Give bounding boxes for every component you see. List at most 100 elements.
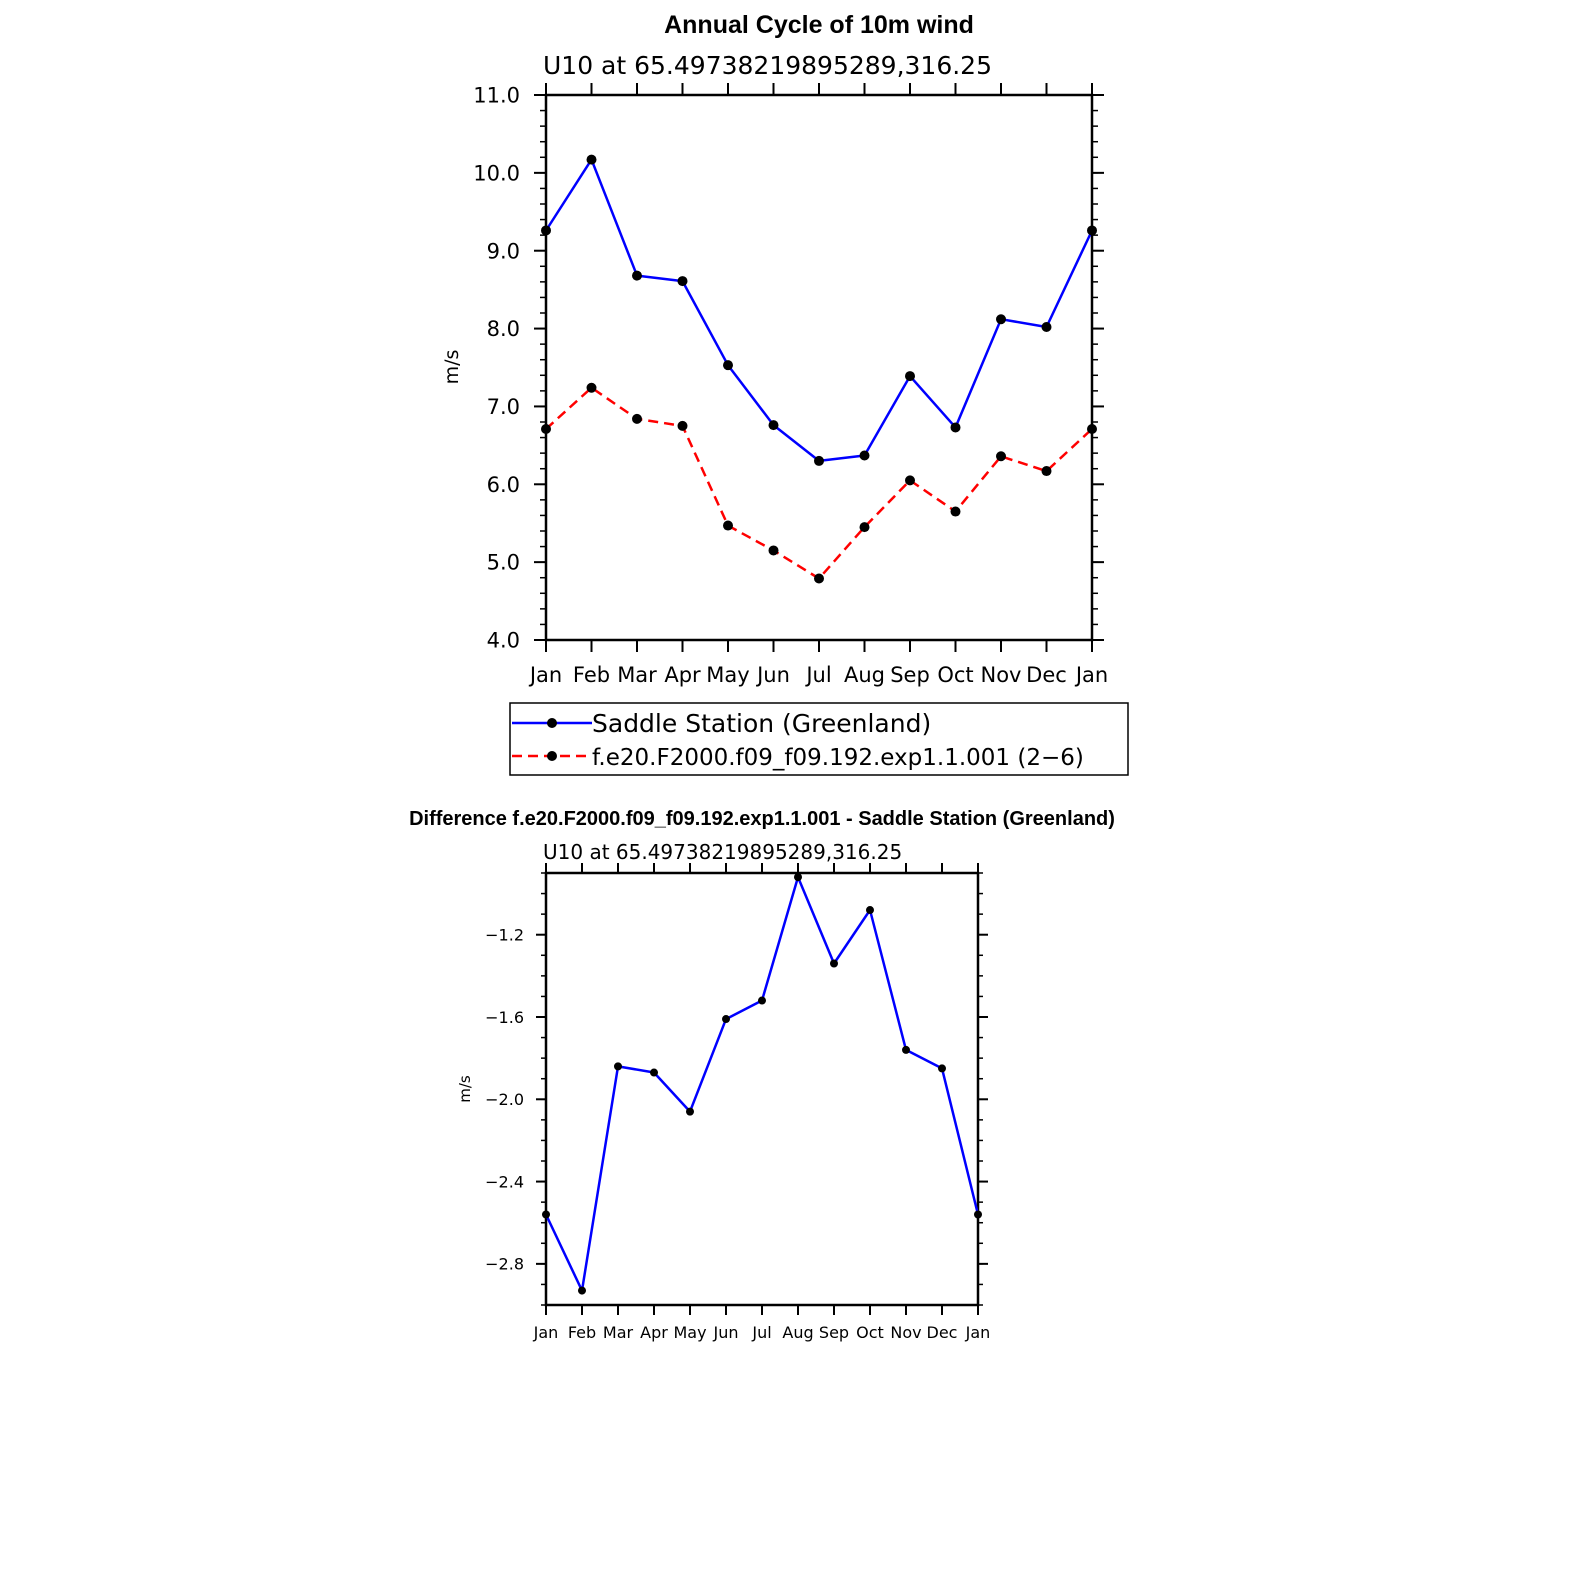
chart-series (541, 154, 1097, 584)
data-point (722, 1015, 730, 1024)
x-tick-label: Feb (573, 663, 610, 687)
data-point (541, 424, 551, 435)
y-tick-label: 7.0 (487, 395, 520, 419)
data-point (768, 420, 779, 431)
x-tick-label: Feb (568, 1323, 596, 1342)
data-point (677, 276, 688, 287)
data-point (723, 520, 733, 531)
chart-series (542, 873, 982, 1295)
legend-marker-saddle (547, 718, 557, 728)
y-tick-label: −1.2 (485, 925, 524, 944)
data-point (586, 154, 597, 165)
y-tick-label: 11.0 (473, 84, 520, 108)
x-tick-label: Jun (755, 663, 790, 687)
data-point (1087, 424, 1097, 435)
data-point (938, 1064, 946, 1073)
chart-title: Annual Cycle of 10m wind (664, 11, 974, 39)
chart-subtitle: U10 at 65.49738219895289,316.25 (543, 840, 902, 864)
data-point (768, 545, 779, 556)
data-point (1087, 225, 1097, 236)
y-axis-label: m/s (441, 350, 463, 385)
x-tick-label: Oct (937, 663, 973, 687)
data-point (614, 1062, 622, 1071)
data-point (859, 450, 870, 461)
x-tick-label: Jan (533, 1323, 559, 1342)
x-tick-label: Mar (603, 1323, 634, 1342)
y-tick-label: 6.0 (487, 473, 520, 497)
data-point (686, 1107, 694, 1116)
x-tick-label: Jan (528, 663, 562, 687)
legend-box (509, 702, 1129, 776)
data-point (814, 455, 824, 466)
series-line-0 (544, 875, 980, 1292)
chart-title: Difference f.e20.F2000.f09_f09.192.exp1.… (409, 808, 1115, 830)
data-point (974, 1210, 982, 1219)
data-point (902, 1045, 910, 1054)
y-tick-label: −1.6 (485, 1008, 524, 1027)
chart-axes: Jan Feb Mar Apr May Jun Jul Aug Sep Oct Nov Dec Jan −… (485, 863, 990, 1342)
y-tick-label: 5.0 (487, 551, 520, 575)
x-tick-label: Dec (1026, 663, 1067, 687)
x-tick-label: May (706, 663, 749, 687)
y-tick-label: −2.4 (485, 1172, 524, 1191)
x-tick-label: Sep (890, 663, 930, 687)
x-tick-label: Apr (664, 663, 701, 687)
data-point (578, 1286, 586, 1295)
data-point (814, 573, 824, 584)
y-tick-label: 9.0 (487, 239, 520, 263)
x-tick-label: Jul (804, 663, 831, 687)
x-tick-label: Jun (713, 1323, 739, 1342)
chart-legend: Saddle Station (Greenland) f.e20.F2000.f… (509, 702, 1129, 776)
data-point (758, 996, 766, 1005)
data-point (866, 906, 874, 915)
x-tick-label: Aug (844, 663, 885, 687)
chart-axes: Jan Feb Mar Apr May Jun Jul Aug Sep Oct Nov Dec Jan 4… (473, 83, 1108, 687)
series-line-1 (545, 386, 1093, 580)
data-point (794, 873, 802, 882)
data-point (905, 371, 915, 382)
series-line-0 (544, 158, 1094, 463)
data-point (723, 360, 733, 371)
plot-frame (544, 93, 1094, 642)
x-tick-label: Mar (617, 663, 657, 687)
data-point (859, 522, 870, 533)
data-point (632, 270, 642, 281)
x-tick-label: Dec (927, 1323, 958, 1342)
x-tick-label: Oct (856, 1323, 884, 1342)
data-point (950, 506, 961, 517)
data-point (586, 382, 597, 393)
y-axis-label: m/s (456, 1075, 474, 1103)
x-tick-label: Jan (965, 1323, 991, 1342)
y-tick-label: −2.8 (485, 1255, 524, 1274)
y-tick-label: 10.0 (473, 161, 520, 185)
chart-subtitle: U10 at 65.49738219895289,316.25 (543, 51, 992, 80)
data-point (950, 422, 961, 433)
x-tick-label: Jan (1074, 663, 1108, 687)
data-point (632, 413, 642, 424)
y-tick-label: 4.0 (487, 629, 520, 653)
legend-label-model: f.e20.F2000.f09_f09.192.exp1.1.001 (2−6) (592, 745, 1084, 771)
y-tick-label: 8.0 (487, 317, 520, 341)
data-point (996, 314, 1006, 325)
difference-chart: Difference f.e20.F2000.f09_f09.192.exp1.… (409, 808, 1115, 1342)
data-point (1041, 322, 1052, 333)
data-point (542, 1210, 550, 1219)
x-tick-label: Apr (640, 1323, 668, 1342)
data-point (996, 451, 1006, 462)
x-tick-label: Nov (890, 1323, 921, 1342)
annual-cycle-chart: Annual Cycle of 10m wind U10 at 65.49738… (441, 11, 1129, 776)
x-tick-label: Aug (782, 1323, 813, 1342)
data-point (650, 1068, 658, 1077)
legend-marker-model (547, 751, 557, 761)
data-point (541, 225, 551, 236)
plot-frame (544, 871, 980, 1307)
x-tick-label: Nov (981, 663, 1022, 687)
data-point (830, 959, 838, 968)
data-point (1041, 466, 1052, 477)
legend-label-saddle: Saddle Station (Greenland) (592, 709, 931, 738)
data-point (905, 475, 915, 486)
x-tick-label: Jul (751, 1323, 771, 1342)
data-point (677, 420, 688, 431)
x-tick-label: May (673, 1323, 706, 1342)
